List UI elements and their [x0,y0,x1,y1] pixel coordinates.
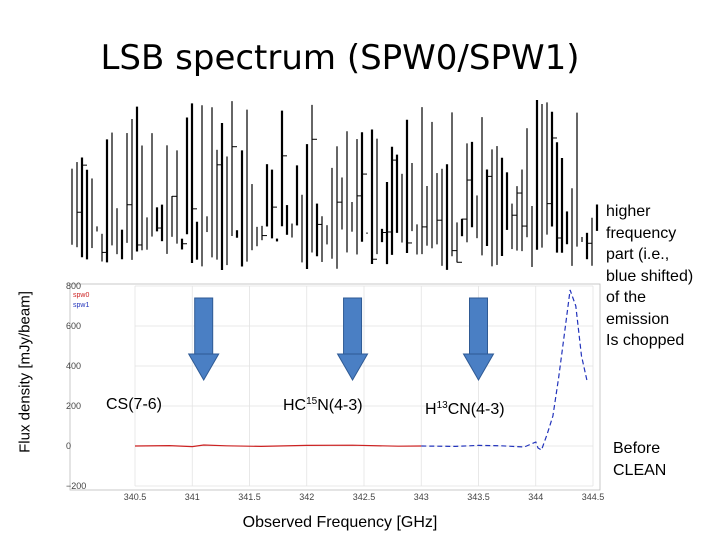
series-line-spw1 [421,289,588,451]
x-tick-label: 344 [528,492,543,502]
line-label-h13cn-iso: 13 [436,400,448,411]
y-tick-label: 800 [66,281,81,291]
line-label-hc15n-suffix: N(4-3) [317,397,363,414]
x-tick-label: 344.5 [582,492,605,502]
line-label-hc15n-iso: 15 [306,396,318,407]
y-tick-label: 400 [66,361,81,371]
line-arrow [462,297,495,382]
series-line-spw0 [134,444,422,448]
x-tick-label: 343.5 [467,492,490,502]
line-arrow-shaft [194,297,214,356]
line-arrow [336,297,369,382]
line-label-hc15n: HC15N(4-3) [283,396,363,415]
x-axis-label: Observed Frequency [GHz] [242,514,438,531]
x-tick-label: 341 [185,492,200,502]
y-axis-label: Flux density [mJy/beam] [16,291,34,453]
line-arrow-head [187,353,220,382]
plot-frame [69,283,601,491]
legend-entry-spw1: spw1 [73,302,89,309]
x-tick-label: 342.5 [353,492,376,502]
y-tick-label: 600 [66,321,81,331]
line-arrow-head [336,353,369,382]
line-arrow-head [462,353,495,382]
line-label-hc15n-prefix: HC [283,397,307,414]
legend-entry-spw0: spw0 [73,292,89,299]
line-arrow-shaft [343,297,363,356]
x-tick-label: 342 [299,492,314,502]
line-label-cs-text: CS(7-6) [106,396,163,413]
series-lines [134,289,588,451]
y-tick-label: 200 [66,401,81,411]
chopped-note: higher frequency part (i.e., blue shifte… [606,203,694,349]
line-arrows [187,297,495,382]
slide-title: LSB spectrum (SPW0/SPW1) [100,38,580,78]
before-clean-note: Before CLEAN [613,440,667,479]
y-tick-label: −200 [66,481,86,491]
x-tick-label: 340.5 [124,492,147,502]
line-arrow-shaft [469,297,488,356]
line-arrow [187,297,220,382]
line-label-h13cn: H13CN(4-3) [425,400,505,419]
line-label-h13cn-suffix: CN(4-3) [447,401,505,418]
line-label-h13cn-prefix: H [425,401,437,418]
x-tick-label: 341.5 [238,492,261,502]
y-tick-label: 0 [66,441,71,451]
x-tick-label: 343 [414,492,429,502]
legend: spw0 spw1 [73,292,89,309]
chopped-sky-backdrop [71,100,599,270]
tick-labels: −200 0 200 400 600 800 340.5 341 341.5 342 342.5 34… [66,281,604,502]
line-label-cs: CS(7-6) [106,396,162,414]
